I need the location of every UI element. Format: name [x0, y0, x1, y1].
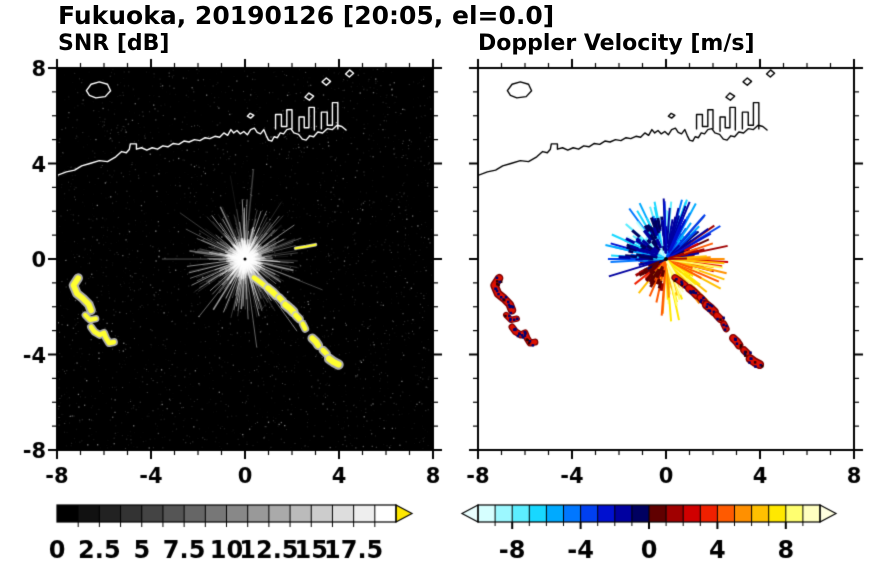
- figure-title: Fukuoka, 20190126 [20:05, el=0.0]: [58, 1, 555, 30]
- snr-plot-canvas: [0, 58, 450, 498]
- doppler-plot-canvas: [450, 58, 870, 498]
- snr-colorbar: [0, 498, 450, 570]
- doppler-colorbar: [450, 498, 870, 570]
- doppler-panel-title: Doppler Velocity [m/s]: [478, 31, 755, 56]
- snr-panel-title: SNR [dB]: [58, 31, 170, 56]
